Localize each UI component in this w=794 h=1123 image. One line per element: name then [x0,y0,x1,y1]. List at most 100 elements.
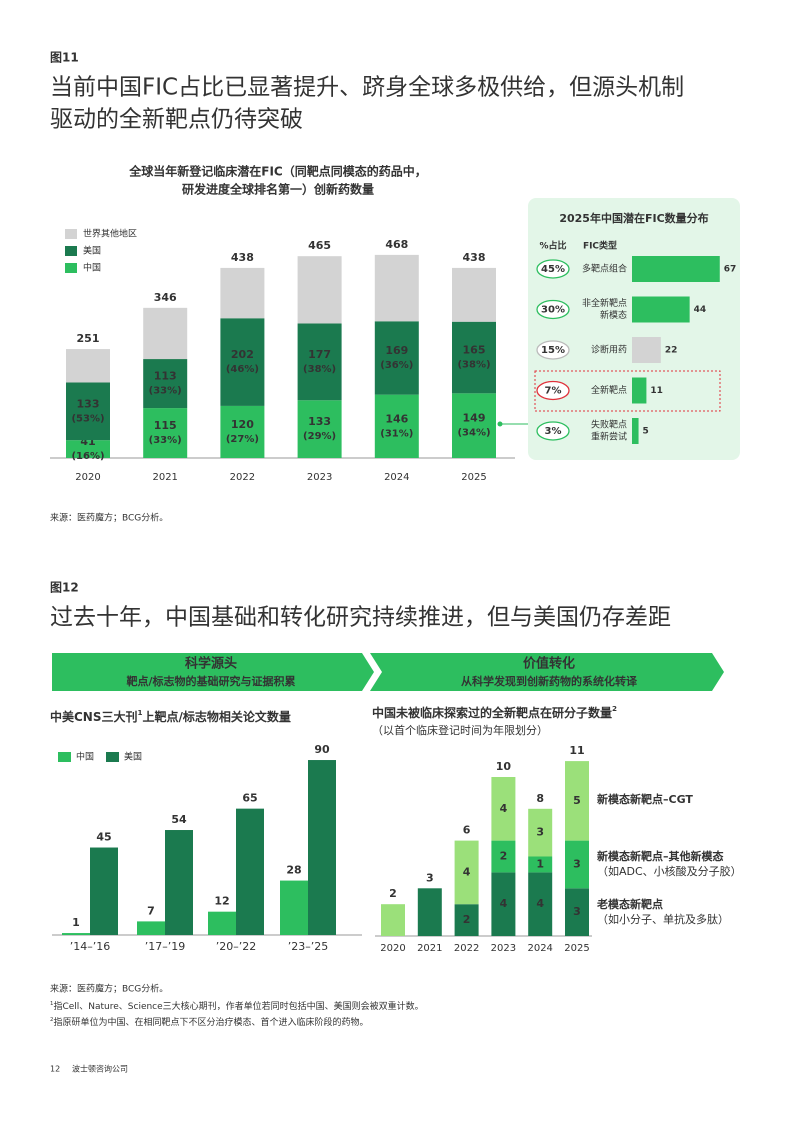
total-label: 8 [536,792,544,805]
bar [632,377,647,404]
bar-segment [452,393,496,458]
data-label: 177 [308,348,331,361]
data-label: 3 [573,905,581,918]
bar-segment [491,872,516,936]
bar-segment [565,761,589,841]
category-label: 新模态 [600,309,627,321]
connector-dot [497,421,503,427]
bar-segment [220,267,265,319]
share-label: (27%) [226,434,259,445]
banner-arrow [52,653,374,691]
share-label: 3% [545,426,562,437]
x-tick-label: ’20–’22 [216,940,257,953]
text-part: 中美CNS三大刊 [50,709,138,724]
x-tick-label: 2023 [491,943,516,954]
category-label: 多靶点组合 [582,263,627,275]
category-label: 诊断用药 [591,344,627,356]
share-badge [536,299,570,320]
bar [632,296,690,323]
data-label: 169 [385,344,408,357]
share-badge [536,380,570,401]
data-label: 5 [573,794,581,807]
bar-segment [528,808,553,857]
bar-segment [374,394,419,458]
source: 来源：医药魔方；BCG分析。 [50,983,168,995]
total-label: 251 [77,332,100,345]
chart-title: 中国未被临床探索过的全新靶点在研分子数量2 [372,704,617,720]
banner-subtitle: 靶点/标志物的基础研究与证据积累 [126,674,295,688]
footnote: 1指Cell、Nature、Science三大核心期刊，作者单位若同时包括中国、… [50,1000,424,1012]
legend-swatch [58,752,71,762]
total-label: 465 [308,239,331,252]
share-label: (29%) [303,431,336,442]
legend-label: 老模态新靶点 [596,897,663,911]
share-badge [536,340,570,360]
bar-segment [220,405,265,458]
share-label: (36%) [380,360,413,371]
data-label: 54 [171,813,187,826]
bar [208,911,236,935]
data-label: 165 [463,344,486,357]
data-label: 67 [724,265,737,275]
bar [236,808,264,935]
x-tick-label: 2021 [152,472,177,483]
figure-title: 过去十年，中国基础和转化研究持续推进，但与美国仍存差距 [50,605,671,631]
bar-segment [452,267,496,322]
share-label: (53%) [71,413,104,424]
x-tick-label: 2025 [461,472,486,483]
bar-segment [297,400,342,458]
data-label: 3 [573,857,581,870]
bar-segment [381,904,405,936]
bar-segment [374,254,419,322]
data-label: 1 [72,916,80,929]
share-label: (34%) [457,428,490,439]
x-tick-label: ’14–’16 [70,940,111,953]
bar [632,337,661,363]
share-badge [536,259,570,279]
legend-label: 世界其他地区 [83,228,137,240]
data-label: 45 [96,831,111,844]
category-label: 重新尝试 [591,431,627,443]
banner-title: 科学源头 [185,656,237,672]
data-label: 2 [463,913,471,926]
data-label: 120 [231,418,254,431]
legend-label: 新模态新靶点–其他新模态 [597,849,724,863]
share-label: (33%) [149,386,182,397]
figure-label: 图11 [50,51,79,65]
bar-segment [491,777,516,841]
bar-segment [66,382,110,441]
data-label: 113 [154,370,177,383]
data-label: 1 [536,857,544,870]
category-label: 非全新靶点 [582,297,627,309]
page-number: 12 [50,1065,60,1074]
legend-label: 美国 [124,751,142,763]
category-label: 全新靶点 [591,384,627,396]
data-label: 115 [154,419,177,432]
x-tick-label: 2023 [307,472,332,483]
bar-segment [454,904,479,936]
legend-swatch [65,246,77,256]
x-tick-label: 2021 [417,943,442,954]
superscript: 2 [612,704,617,713]
share-badge [536,421,570,441]
data-label: 202 [231,348,254,361]
bar-segment [528,856,553,873]
text-part: 指Cell、Nature、Science三大核心期刊，作者单位若同时包括中国、美… [53,1000,423,1012]
footer-company: 波士顿咨询公司 [72,1064,128,1074]
data-label: 3 [536,826,544,839]
data-label: 12 [214,895,229,908]
data-label: 28 [286,864,301,877]
share-label: (38%) [457,360,490,371]
total-label: 438 [463,251,486,264]
share-label: (33%) [149,435,182,446]
banner-arrow [370,653,724,691]
text-part: 中国未被临床探索过的全新靶点在研分子数量 [372,705,612,720]
footnote: 2指原研单位为中国、在相同靶点下不区分治疗模态、首个进入临床阶段的药物。 [50,1016,368,1028]
total-label: 346 [154,291,177,304]
bar-segment [297,323,342,401]
bar-segment [565,840,589,889]
text-part: 上靶点/标志物相关论文数量 [143,709,291,724]
bar [62,933,90,935]
share-label: 30% [541,305,565,316]
bar-segment [66,440,110,458]
